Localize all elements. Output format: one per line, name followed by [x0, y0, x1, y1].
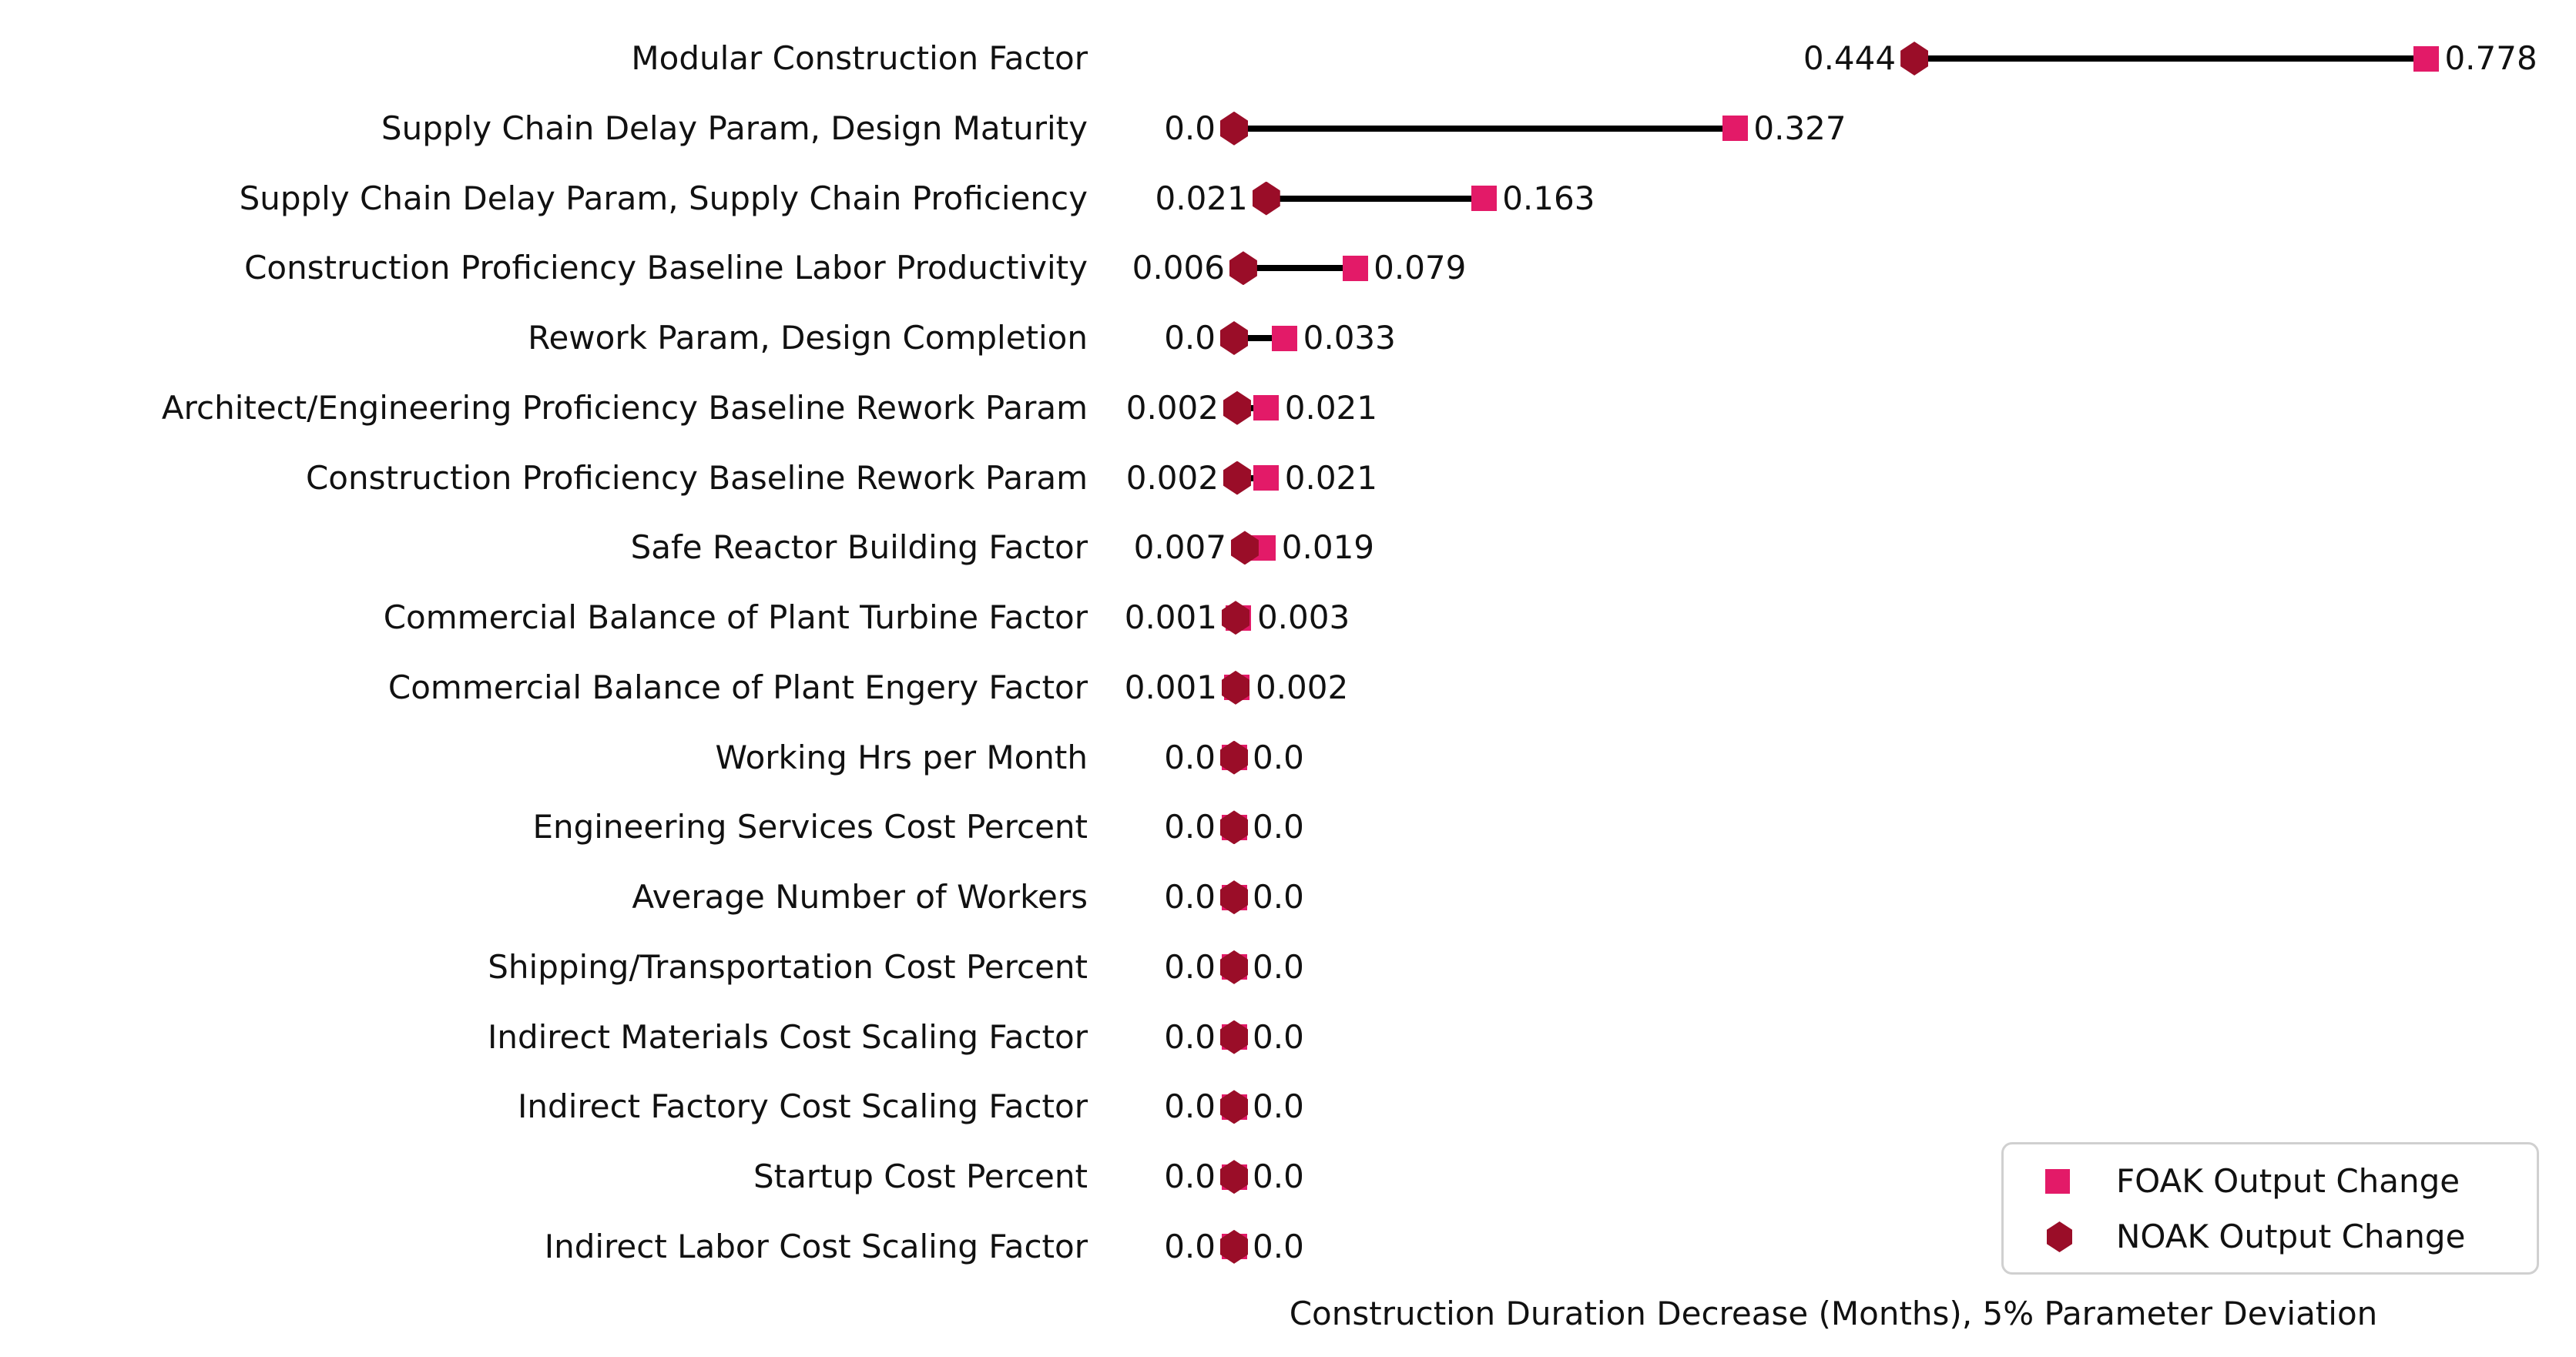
- x-axis-label: Construction Duration Decrease (Months),…: [1289, 1295, 2378, 1332]
- foak-value-label: 0.0: [1253, 1017, 1304, 1056]
- foak-square-marker: [1272, 325, 1298, 351]
- foak-square-marker-icon: [2045, 1169, 2070, 1194]
- noak-hexagon-marker: [1252, 181, 1280, 216]
- category-label: Modular Construction Factor: [631, 39, 1088, 77]
- legend-label-foak: FOAK Output Change: [2116, 1162, 2460, 1200]
- noak-value-label: 0.0: [1164, 109, 1216, 147]
- legend-item-foak: FOAK Output Change: [2004, 1161, 2537, 1201]
- category-label: Indirect Factory Cost Scaling Factor: [518, 1087, 1088, 1126]
- connector-line: [1236, 404, 1266, 411]
- noak-value-label: 0.002: [1125, 388, 1219, 427]
- foak-value-label: 0.021: [1284, 458, 1378, 497]
- foak-value-label: 0.0: [1253, 808, 1304, 846]
- legend: FOAK Output Change NOAK Output Change: [2001, 1142, 2539, 1275]
- foak-value-label: 0.327: [1753, 109, 1846, 147]
- noak-value-label: 0.007: [1133, 528, 1226, 567]
- noak-value-label: 0.0: [1164, 319, 1216, 357]
- noak-hexagon-marker: [1223, 461, 1251, 495]
- foak-square-marker: [1722, 116, 1748, 142]
- category-label: Architect/Engineering Proficiency Baseli…: [161, 388, 1088, 427]
- legend-item-noak: NOAK Output Change: [2004, 1217, 2537, 1257]
- connector-line: [1236, 474, 1266, 481]
- foak-value-label: 0.002: [1255, 668, 1349, 706]
- noak-value-label: 0.001: [1124, 598, 1217, 637]
- noak-hexagon-marker: [1900, 42, 1929, 75]
- category-label: Commercial Balance of Plant Turbine Fact…: [383, 598, 1088, 637]
- foak-value-label: 0.019: [1281, 528, 1375, 567]
- noak-hexagon-marker: [1223, 390, 1251, 425]
- foak-value-label: 0.0: [1253, 1087, 1304, 1126]
- foak-square-marker: [1253, 395, 1280, 421]
- foak-value-label: 0.0: [1253, 878, 1304, 916]
- noak-value-label: 0.0: [1164, 878, 1216, 916]
- foak-value-label: 0.778: [2444, 39, 2537, 77]
- foak-value-label: 0.0: [1253, 1227, 1304, 1265]
- category-label: Working Hrs per Month: [715, 738, 1088, 776]
- category-label: Rework Param, Design Completion: [528, 319, 1088, 357]
- noak-value-label: 0.006: [1132, 249, 1225, 287]
- noak-hexagon-marker: [1229, 251, 1257, 286]
- connector-line: [1914, 55, 2427, 62]
- noak-value-label: 0.0: [1164, 1087, 1216, 1126]
- category-label: Engineering Services Cost Percent: [532, 808, 1088, 846]
- connector-line: [1234, 125, 1736, 132]
- category-label: Indirect Materials Cost Scaling Factor: [487, 1017, 1088, 1056]
- noak-value-label: 0.0: [1164, 1158, 1216, 1196]
- category-label: Startup Cost Percent: [753, 1158, 1088, 1196]
- foak-value-label: 0.033: [1303, 319, 1396, 357]
- category-label: Average Number of Workers: [632, 878, 1088, 916]
- category-label: Safe Reactor Building Factor: [630, 528, 1088, 567]
- category-label: Construction Proficiency Baseline Labor …: [244, 249, 1088, 287]
- noak-value-label: 0.444: [1803, 39, 1897, 77]
- foak-square-marker: [2413, 45, 2439, 72]
- foak-value-label: 0.021: [1284, 388, 1378, 427]
- noak-value-label: 0.002: [1125, 458, 1219, 497]
- noak-value-label: 0.001: [1124, 668, 1217, 706]
- noak-value-label: 0.0: [1164, 947, 1216, 986]
- noak-value-label: 0.0: [1164, 738, 1216, 776]
- noak-hexagon-marker: [1220, 111, 1248, 146]
- category-label: Shipping/Transportation Cost Percent: [488, 947, 1088, 986]
- foak-value-label: 0.079: [1374, 249, 1467, 287]
- category-label: Construction Proficiency Baseline Rework…: [305, 458, 1088, 497]
- legend-label-noak: NOAK Output Change: [2116, 1218, 2466, 1255]
- foak-square-marker: [1471, 186, 1497, 212]
- noak-value-label: 0.0: [1164, 1227, 1216, 1265]
- noak-hexagon-marker-icon: [2047, 1221, 2072, 1252]
- foak-value-label: 0.0: [1253, 1158, 1304, 1196]
- noak-value-label: 0.021: [1155, 179, 1248, 217]
- foak-value-label: 0.163: [1502, 179, 1595, 217]
- foak-value-label: 0.0: [1253, 738, 1304, 776]
- foak-square-marker: [1253, 465, 1280, 491]
- connector-line: [1266, 195, 1484, 202]
- connector-line: [1243, 265, 1356, 272]
- category-label: Supply Chain Delay Param, Design Maturit…: [381, 109, 1088, 147]
- foak-square-marker: [1342, 255, 1368, 281]
- connector-line: [1234, 335, 1285, 342]
- category-label: Supply Chain Delay Param, Supply Chain P…: [239, 179, 1088, 217]
- noak-hexagon-marker: [1220, 321, 1248, 356]
- noak-value-label: 0.0: [1164, 808, 1216, 846]
- foak-value-label: 0.0: [1253, 947, 1304, 986]
- category-label: Indirect Labor Cost Scaling Factor: [544, 1227, 1088, 1265]
- foak-value-label: 0.003: [1256, 598, 1350, 637]
- category-label: Commercial Balance of Plant Engery Facto…: [387, 668, 1088, 706]
- noak-value-label: 0.0: [1164, 1017, 1216, 1056]
